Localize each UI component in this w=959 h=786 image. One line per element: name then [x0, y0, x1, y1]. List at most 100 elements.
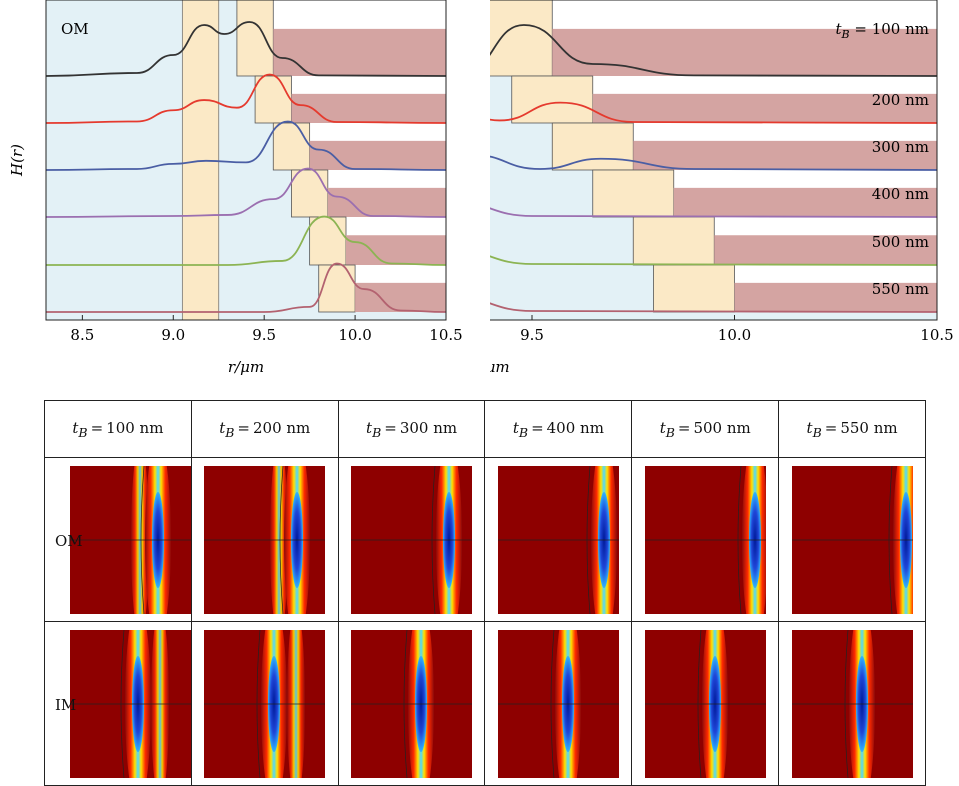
x-tick-label: 10.0: [338, 326, 371, 344]
x-axis-label: r/μm: [228, 358, 264, 376]
field-map: [204, 629, 326, 778]
field-cell: [778, 457, 926, 622]
field-cell: [337, 621, 486, 786]
panel-label: OM: [61, 20, 89, 38]
x-tick-label: 9.0: [161, 326, 185, 344]
header-thickness: 550 nm: [840, 418, 898, 437]
header-sub: B: [78, 424, 88, 440]
series-line: [45, 120, 447, 171]
table-row-om: OM: [44, 457, 926, 622]
table-header-cell: tB = 300 nm: [337, 400, 486, 458]
header-var: t: [72, 418, 79, 437]
table-header-cell: tB = 100 nm: [44, 400, 192, 458]
field-cell: [337, 457, 486, 622]
interface-line: [550, 629, 555, 778]
curve-label: 500 nm: [872, 233, 929, 251]
shell-layer: [673, 187, 937, 217]
x-tick-label: 10.0: [718, 326, 751, 344]
series-line: [490, 255, 938, 266]
interface-line: [256, 629, 261, 778]
field-map: [497, 629, 619, 778]
shell-layer: [355, 282, 446, 312]
row-label-im: IM: [55, 696, 77, 714]
header-sub: B: [518, 424, 529, 440]
header-thickness: 300 nm: [399, 418, 458, 437]
interface-line: [697, 629, 702, 778]
x-tick-label: 9.5: [252, 326, 276, 344]
header-sub: B: [225, 424, 235, 440]
header-var: t: [806, 418, 813, 437]
shell-layer: [633, 140, 937, 170]
header-thickness: 500 nm: [693, 418, 751, 437]
shell-core-band: [653, 264, 735, 313]
field-cell: OM: [44, 457, 192, 622]
x-tick-label: 8.5: [70, 326, 94, 344]
table-header-row: tB = 100 nm tB = 200 nm tB = 300 nm tB =…: [44, 400, 926, 458]
shell-layer: [714, 235, 937, 265]
field-cell: [631, 621, 780, 786]
series-line: [490, 155, 938, 171]
interface-line: [844, 629, 848, 778]
shell-core-band: [511, 75, 594, 124]
shell-core-band: [592, 169, 675, 218]
curve-label: 300 nm: [872, 138, 929, 156]
field-map: [644, 629, 766, 778]
field-map: [791, 465, 913, 614]
x-tick-label: 10.5: [429, 326, 462, 344]
shell-core-band: [318, 264, 356, 313]
shell-layer: [291, 93, 446, 123]
interface-line: [279, 465, 284, 614]
shell-core-band: [490, 0, 553, 77]
interface-line: [586, 465, 591, 614]
header-thickness: 200 nm: [252, 418, 311, 437]
field-map: [644, 465, 766, 614]
plot-frame: [45, 0, 447, 321]
interface-line: [120, 629, 125, 778]
curve-label: 200 nm: [872, 91, 929, 109]
series-line: [490, 207, 938, 218]
field-map: [70, 629, 191, 778]
field-map: [791, 629, 913, 778]
shell-core-band: [254, 75, 292, 124]
x-tick-label: 10.5: [920, 326, 953, 344]
table-header-cell: tB = 500 nm: [631, 400, 780, 458]
shell-layer: [592, 93, 937, 123]
series-line: [45, 73, 447, 124]
header-var: t: [659, 418, 666, 437]
header-thickness: 400 nm: [546, 418, 604, 437]
field-cell: [484, 457, 633, 622]
interface-line: [403, 629, 408, 778]
table-header-cell: tB = 400 nm: [484, 400, 633, 458]
shell-layer: [273, 28, 446, 77]
shell-layer: [552, 28, 937, 77]
shell-layer: [346, 235, 446, 265]
header-sub: B: [665, 424, 675, 440]
series-line: [490, 101, 938, 124]
series-line: [45, 21, 447, 77]
shell-layer: [327, 187, 446, 217]
field-map: [351, 629, 473, 778]
series-line: [45, 215, 447, 266]
series-line: [45, 167, 447, 218]
series-line: [490, 24, 938, 77]
header-var: t: [512, 418, 519, 437]
core-band: [181, 0, 220, 321]
shell-core-band: [272, 122, 311, 171]
interface-line: [737, 465, 742, 614]
interface-line: [140, 465, 145, 614]
field-cell: [778, 621, 926, 786]
row-label-om: OM: [55, 532, 83, 550]
table-header-cell: tB = 550 nm: [778, 400, 926, 458]
interface-line: [431, 465, 436, 614]
x-axis-label: r/μm: [490, 358, 510, 376]
field-map: [204, 465, 326, 614]
header-thickness: 100 nm: [106, 418, 164, 437]
field-cell: IM: [44, 621, 192, 786]
header-var: t: [366, 418, 373, 437]
shell-core-band: [551, 122, 634, 171]
om-profile-plot: 8.5 9.0 9.5 10.0 10.5 OM r/μm H(r): [8, 0, 463, 376]
series-line: [490, 302, 938, 313]
field-cell: [484, 621, 633, 786]
field-map: [497, 465, 619, 614]
field-cell: [190, 621, 339, 786]
